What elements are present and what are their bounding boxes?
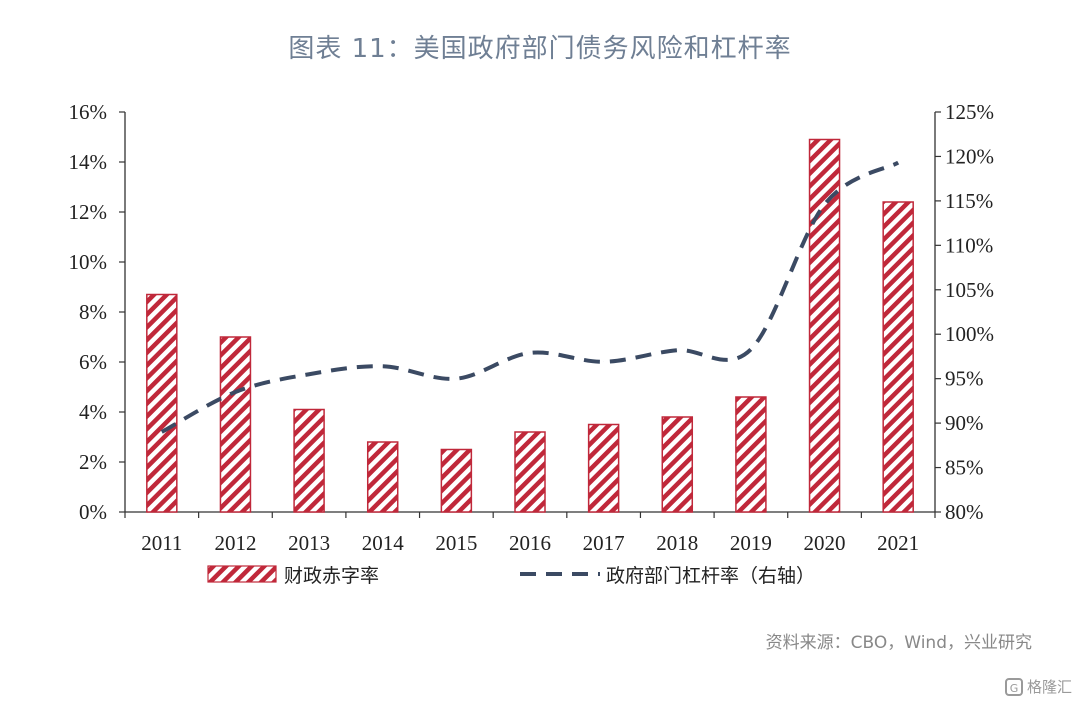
right-tick-label: 100% [945,322,994,346]
left-tick-label: 10% [69,250,108,274]
x-tick-label: 2011 [141,531,182,555]
right-tick-label: 95% [945,367,984,391]
x-tick-label: 2021 [877,531,919,555]
x-tick-label: 2015 [435,531,477,555]
source-note: 资料来源：CBO，Wind，兴业研究 [765,633,1032,653]
leverage-line [160,160,900,434]
right-tick-label: 125% [945,100,994,124]
x-tick-label: 2020 [804,531,846,555]
right-tick-label: 105% [945,278,994,302]
deficit-bar [661,416,694,513]
watermark: G 格隆汇 [1004,676,1072,697]
deficit-bar [882,201,914,513]
watermark-text: 格隆汇 [1026,678,1072,696]
deficit-bar [514,431,546,513]
deficit-bar [293,408,325,513]
x-tick-label: 2013 [288,531,330,555]
chart-canvas: 0% 2% 4% 6% 8% 10% 12% 14% 16% 80% 85% 90% 95% 100% 10… [69,100,995,587]
left-tick-label: 8% [79,300,107,324]
watermark-logo-icon: G [1004,677,1023,696]
x-tick-label: 2012 [214,531,256,555]
deficit-bar [366,441,399,513]
x-tick-label: 2016 [509,531,551,555]
right-tick-label: 115% [945,189,993,213]
chart-title: 图表 11：美国政府部门债务风险和杠杆率 [288,34,792,64]
x-tick-label: 2017 [583,531,625,555]
x-tick-label: 2018 [656,531,698,555]
right-tick-label: 90% [945,411,984,435]
left-tick-label: 6% [79,350,107,374]
legend-label-leverage: 政府部门杠杆率（右轴） [606,565,815,587]
legend-label-deficit: 财政赤字率 [284,565,379,587]
deficit-bar [146,293,178,513]
x-tick-label: 2019 [730,531,772,555]
deficit-bar [587,423,620,513]
deficit-bar [440,448,473,513]
left-tick-label: 0% [79,500,107,524]
deficit-bar [219,336,252,513]
right-tick-label: 120% [945,144,994,168]
left-tick-label: 16% [69,100,108,124]
right-tick-label: 80% [945,500,984,524]
legend-swatch-deficit [207,565,277,583]
left-tick-label: 4% [79,400,107,424]
left-tick-label: 14% [69,150,108,174]
deficit-bar [735,396,767,513]
left-tick-label: 12% [69,200,108,224]
x-tick-label: 2014 [362,531,405,555]
right-tick-label: 85% [945,456,984,480]
left-tick-label: 2% [79,450,107,474]
right-tick-label: 110% [945,233,993,257]
deficit-bar [808,138,841,513]
